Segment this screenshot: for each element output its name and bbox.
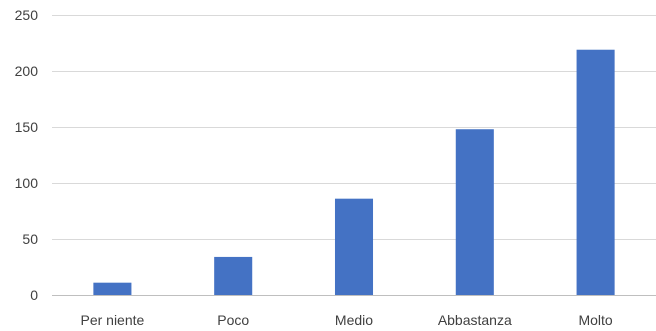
x-tick-label-molto: Molto	[578, 312, 612, 328]
bar-poco	[214, 256, 253, 295]
x-axis-tick-labels: Per niente Poco Medio Abbastanza Molto	[80, 312, 612, 328]
x-tick-label-per-niente: Per niente	[80, 312, 144, 328]
y-tick-label-50: 50	[22, 231, 38, 247]
y-axis-tick-labels: 0 50 100 150 200 250	[15, 7, 39, 303]
x-tick-label-medio: Medio	[335, 312, 373, 328]
y-tick-label-150: 150	[15, 119, 39, 135]
x-tick-label-abbastanza: Abbastanza	[438, 312, 512, 328]
bars	[93, 49, 615, 295]
y-tick-label-0: 0	[30, 287, 38, 303]
bar-medio	[334, 198, 374, 295]
gridlines	[52, 15, 656, 240]
y-tick-label-250: 250	[15, 7, 39, 23]
bar-molto	[576, 49, 615, 295]
bar-abbastanza	[455, 129, 494, 295]
y-tick-label-100: 100	[15, 175, 39, 191]
x-tick-label-poco: Poco	[217, 312, 249, 328]
y-tick-label-200: 200	[15, 63, 39, 79]
bar-per-niente	[93, 282, 132, 295]
